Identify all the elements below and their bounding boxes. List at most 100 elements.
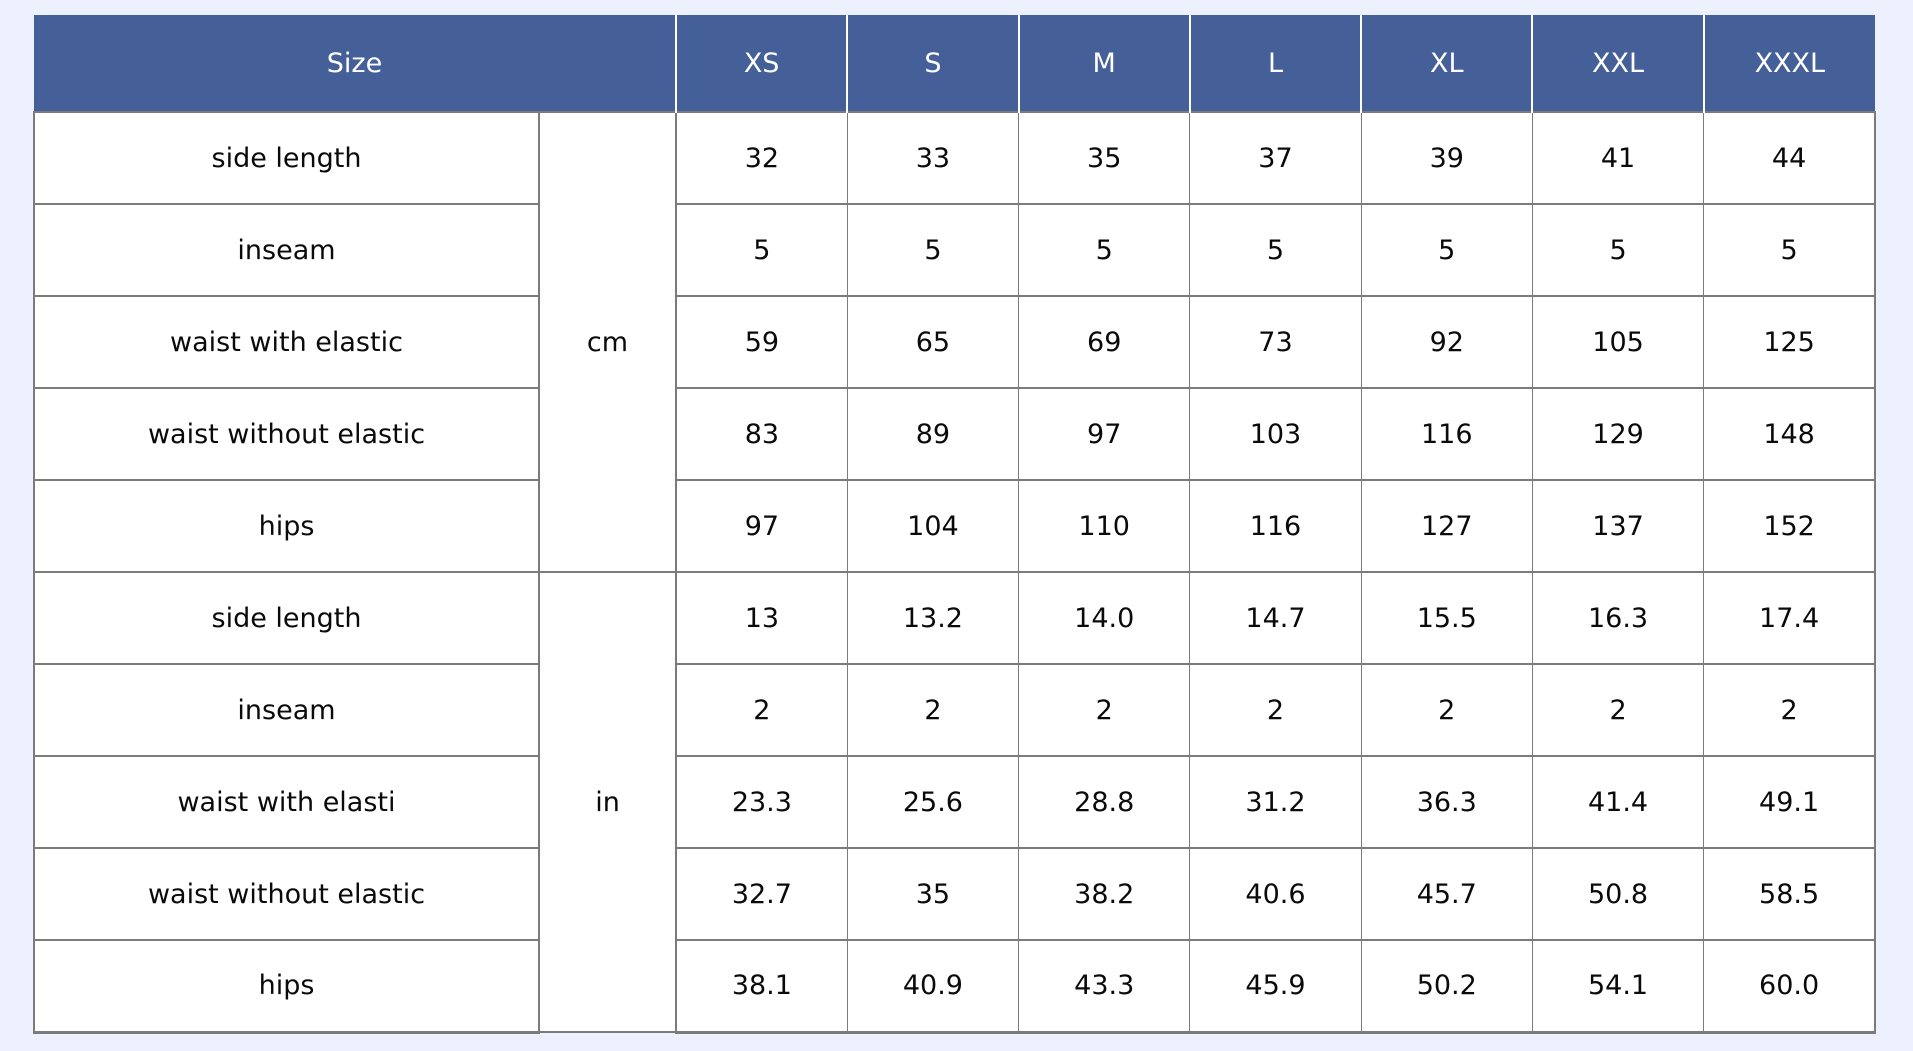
- size-value-cell: 14.7: [1189, 571, 1362, 665]
- size-value-cell: 23.3: [675, 755, 848, 849]
- size-value-cell: 5: [1189, 203, 1362, 297]
- size-value-cell: 129: [1531, 387, 1705, 481]
- measurement-label-cell: hips: [33, 939, 540, 1034]
- measurement-label-cell: side length: [33, 111, 540, 205]
- measurement-label-cell: waist with elasti: [33, 755, 540, 849]
- size-value-cell: 5: [675, 203, 848, 297]
- measurement-label-cell: waist without elastic: [33, 387, 540, 481]
- table-row: waist with elastic 59 65 69 73 92 105 12…: [33, 295, 1877, 389]
- size-column-header-xxl: XXL: [1531, 15, 1705, 112]
- size-value-cell: 5: [846, 203, 1020, 297]
- size-value-cell: 2: [1703, 663, 1877, 757]
- size-value-cell: 43.3: [1018, 939, 1191, 1034]
- size-value-cell: 41.4: [1531, 755, 1705, 849]
- size-value-cell: 2: [1360, 663, 1533, 757]
- size-value-cell: 137: [1531, 479, 1705, 573]
- size-value-cell: 92: [1360, 295, 1533, 389]
- size-value-cell: 25.6: [846, 755, 1020, 849]
- measurement-label-cell: side length: [33, 571, 540, 665]
- size-value-cell: 17.4: [1703, 571, 1877, 665]
- size-value-cell: 14.0: [1018, 571, 1191, 665]
- size-value-cell: 69: [1018, 295, 1191, 389]
- table-row: inseam 5 5 5 5 5 5 5: [33, 203, 1877, 297]
- size-value-cell: 33: [846, 111, 1020, 205]
- size-value-cell: 103: [1189, 387, 1362, 481]
- size-value-cell: 116: [1360, 387, 1533, 481]
- size-header-cell: Size: [34, 15, 677, 112]
- size-value-cell: 44: [1703, 111, 1877, 205]
- measurement-label-cell: inseam: [33, 663, 540, 757]
- size-value-cell: 5: [1018, 203, 1191, 297]
- size-value-cell: 110: [1018, 479, 1191, 573]
- size-value-cell: 50.8: [1531, 847, 1705, 941]
- size-column-header-m: M: [1017, 15, 1191, 112]
- size-column-header-xs: XS: [674, 15, 849, 112]
- unit-cell-cm: cm: [538, 111, 677, 573]
- size-value-cell: 152: [1703, 479, 1877, 573]
- size-value-cell: 41: [1531, 111, 1705, 205]
- measurement-label-cell: inseam: [33, 203, 540, 297]
- size-value-cell: 5: [1531, 203, 1705, 297]
- size-value-cell: 2: [1189, 663, 1362, 757]
- size-value-cell: 127: [1360, 479, 1533, 573]
- size-value-cell: 97: [675, 479, 848, 573]
- size-value-cell: 50.2: [1360, 939, 1533, 1034]
- size-value-cell: 105: [1531, 295, 1705, 389]
- size-value-cell: 59: [675, 295, 848, 389]
- size-column-header-xxxl: XXXL: [1702, 15, 1875, 112]
- size-column-header-s: S: [846, 15, 1020, 112]
- table-row: side length cm 32 33 35 37 39 41 44: [33, 111, 1877, 573]
- measurement-label-cell: hips: [33, 479, 540, 573]
- table-row: waist with elasti 23.3 25.6 28.8 31.2 36…: [33, 755, 1877, 849]
- size-column-header-l: L: [1188, 15, 1363, 112]
- size-value-cell: 28.8: [1018, 755, 1191, 849]
- size-value-cell: 83: [675, 387, 848, 481]
- size-value-cell: 60.0: [1703, 939, 1877, 1034]
- size-value-cell: 73: [1189, 295, 1362, 389]
- measurement-label-cell: waist with elastic: [33, 295, 540, 389]
- size-value-cell: 13.2: [846, 571, 1020, 665]
- table-row: waist without elastic 83 89 97 103 116 1…: [33, 387, 1877, 481]
- size-value-cell: 45.9: [1189, 939, 1362, 1034]
- measurement-label-cell: waist without elastic: [33, 847, 540, 941]
- header-row: Size XS S M L XL XXL XXXL: [34, 15, 1875, 112]
- table-row: hips 38.1 40.9 43.3 45.9 50.2 54.1 60.0: [33, 939, 1877, 1034]
- size-value-cell: 116: [1189, 479, 1362, 573]
- size-value-cell: 31.2: [1189, 755, 1362, 849]
- table-row: side length in 13 13.2 14.0 14.7 15.5 16…: [33, 571, 1877, 1033]
- size-value-cell: 40.6: [1189, 847, 1362, 941]
- size-value-cell: 35: [1018, 111, 1191, 205]
- size-value-cell: 97: [1018, 387, 1191, 481]
- size-value-cell: 5: [1703, 203, 1877, 297]
- size-value-cell: 5: [1360, 203, 1533, 297]
- table-row: waist without elastic 32.7 35 38.2 40.6 …: [33, 847, 1877, 941]
- size-value-cell: 2: [1531, 663, 1705, 757]
- size-value-cell: 49.1: [1703, 755, 1877, 849]
- size-value-cell: 54.1: [1531, 939, 1705, 1034]
- size-value-cell: 32.7: [675, 847, 848, 941]
- size-value-cell: 37: [1189, 111, 1362, 205]
- size-value-cell: 13: [675, 571, 848, 665]
- size-value-cell: 104: [846, 479, 1020, 573]
- size-value-cell: 32: [675, 111, 848, 205]
- size-value-cell: 125: [1703, 295, 1877, 389]
- size-value-cell: 36.3: [1360, 755, 1533, 849]
- unit-cell-in: in: [538, 571, 677, 1033]
- size-value-cell: 58.5: [1703, 847, 1877, 941]
- size-value-cell: 89: [846, 387, 1020, 481]
- size-value-cell: 148: [1703, 387, 1877, 481]
- size-value-cell: 35: [846, 847, 1020, 941]
- size-value-cell: 40.9: [846, 939, 1020, 1034]
- size-value-cell: 38.2: [1018, 847, 1191, 941]
- size-column-header-xl: XL: [1360, 15, 1534, 112]
- size-value-cell: 39: [1360, 111, 1533, 205]
- size-value-cell: 16.3: [1531, 571, 1705, 665]
- size-value-cell: 2: [675, 663, 848, 757]
- table-row: hips 97 104 110 116 127 137 152: [33, 479, 1877, 573]
- size-value-cell: 2: [1018, 663, 1191, 757]
- size-value-cell: 15.5: [1360, 571, 1533, 665]
- table-row: inseam 2 2 2 2 2 2 2: [33, 663, 1877, 757]
- size-value-cell: 65: [846, 295, 1020, 389]
- size-chart-table: Size XS S M L XL XXL XXXL side length cm…: [33, 15, 1877, 1034]
- size-value-cell: 45.7: [1360, 847, 1533, 941]
